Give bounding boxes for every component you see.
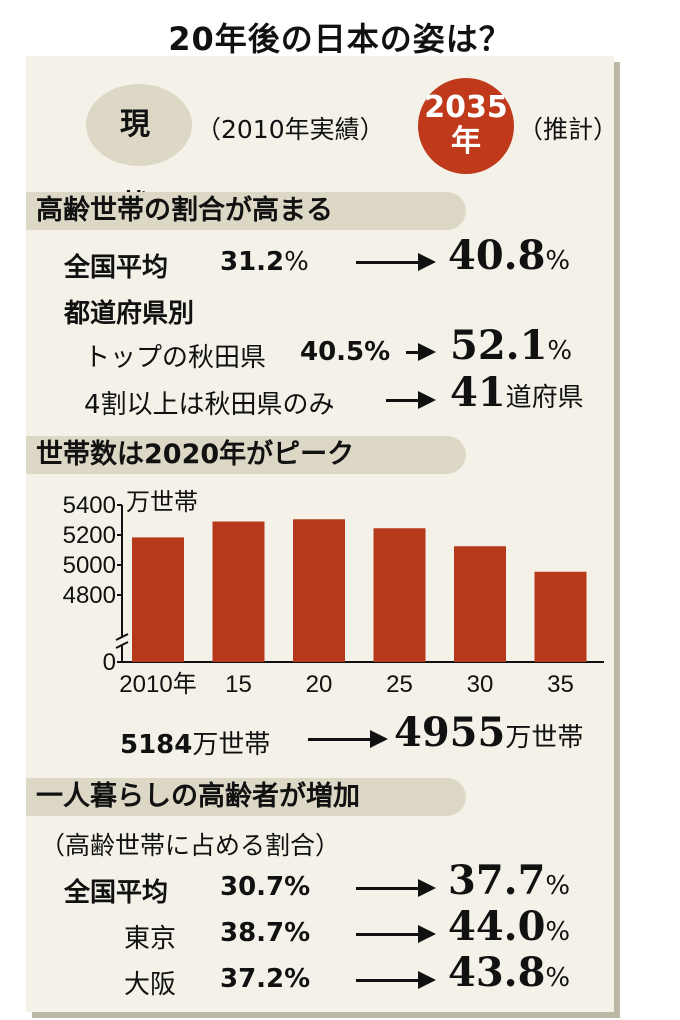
top-prefecture-to: 52.1% [450, 322, 573, 369]
y-tick-label: 5000 [63, 552, 116, 579]
arrow-icon [356, 971, 436, 989]
y-tick-label: 5200 [63, 522, 116, 549]
row-from: 30.7% [220, 872, 311, 902]
top-prefecture-from: 40.5% [300, 337, 391, 367]
national-to: 40.8% [448, 232, 571, 279]
x-tick-label: 35 [547, 671, 574, 698]
future-year-suffix: 年 [451, 124, 481, 159]
future-year-badge: 2035 年 [418, 78, 514, 174]
over-40-label: 4割以上は秋田県のみ [84, 390, 335, 420]
by-prefecture-label: 都道府県別 [64, 299, 195, 329]
section-heading-aging-households: 高齢世帯の割合が高まる [26, 192, 466, 230]
future-year: 2035 [424, 90, 508, 125]
over-40-to: 41道府県 [450, 369, 584, 416]
row-label: 大阪 [124, 970, 177, 1000]
top-prefecture-label: トップの秋田県 [84, 343, 267, 373]
arrow-icon [308, 730, 388, 748]
row-to: 44.0% [448, 903, 571, 950]
axis-break-mark [115, 641, 129, 649]
row-from: 37.2% [220, 964, 311, 994]
bar-20 [293, 519, 345, 662]
bar-25 [373, 528, 426, 662]
arrow-icon [386, 391, 436, 409]
national-average-label: 全国平均 [64, 253, 169, 283]
arrow-icon [356, 879, 436, 897]
section-heading-single-elderly: 一人暮らしの高齢者が増加 [26, 778, 466, 816]
current-note: （2010年実績） [196, 115, 385, 144]
bar-35 [534, 571, 587, 662]
y-axis-unit-label: 万世帯 [126, 489, 198, 516]
page-title: 20年後の日本の姿は？ [168, 20, 512, 58]
arrow-icon [406, 343, 436, 361]
y-tick-label: 4800 [63, 582, 116, 609]
arrow-icon [356, 925, 436, 943]
households-from: 5184万世帯 [120, 730, 271, 760]
household-bar-chart: 0 4800 5000 5200 5400 万世帯 2010年 15 20 25 30 35 [63, 489, 604, 698]
households-to: 4955万世帯 [394, 709, 584, 756]
row-to: 37.7% [448, 857, 571, 904]
row-label: 全国平均 [64, 878, 169, 908]
current-status-badge: 現 状 [86, 84, 192, 224]
row-from: 38.7% [220, 918, 311, 948]
y-tick-label: 0 [103, 649, 116, 676]
x-tick-label: 25 [386, 671, 413, 698]
section-heading-household-peak: 世帯数は2020年がピーク [26, 436, 466, 474]
axis-break-mark [115, 633, 129, 641]
national-from: 31.2% [220, 247, 309, 277]
bar-15 [212, 521, 265, 662]
future-note: （推計） [518, 115, 619, 144]
x-tick-label: 2010年 [119, 671, 196, 698]
x-tick-label: 30 [467, 671, 494, 698]
x-tick-label: 15 [225, 671, 252, 698]
y-tick-label: 5400 [63, 492, 116, 519]
row-label: 東京 [124, 924, 177, 954]
bar-2010年 [132, 537, 184, 662]
bar-30 [454, 546, 506, 662]
x-tick-label: 20 [306, 671, 333, 698]
single-elderly-note: （高齢世帯に占める割合） [40, 831, 341, 860]
row-to: 43.8% [448, 949, 571, 996]
arrow-icon [356, 253, 436, 271]
